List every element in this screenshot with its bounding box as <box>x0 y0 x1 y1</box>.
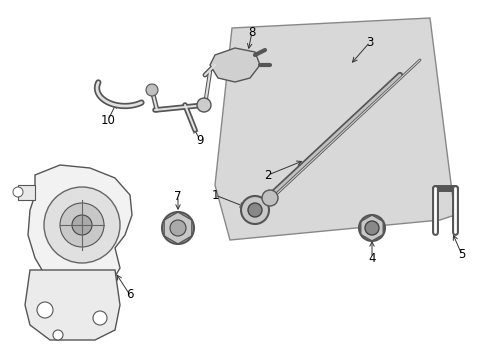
Text: 3: 3 <box>366 36 373 49</box>
Circle shape <box>364 221 378 235</box>
Circle shape <box>162 212 194 244</box>
Circle shape <box>262 190 278 206</box>
Circle shape <box>93 311 107 325</box>
Polygon shape <box>25 270 120 340</box>
Circle shape <box>197 98 210 112</box>
Circle shape <box>13 187 23 197</box>
Circle shape <box>44 187 120 263</box>
Circle shape <box>37 302 53 318</box>
Text: 5: 5 <box>457 248 465 261</box>
Circle shape <box>53 330 63 340</box>
Polygon shape <box>18 185 35 200</box>
Text: 2: 2 <box>264 168 271 181</box>
Circle shape <box>247 203 262 217</box>
Circle shape <box>60 203 104 247</box>
Text: 8: 8 <box>248 26 255 39</box>
Text: 4: 4 <box>367 252 375 265</box>
Polygon shape <box>28 165 132 290</box>
Text: 10: 10 <box>101 113 115 126</box>
Circle shape <box>170 220 185 236</box>
Text: 7: 7 <box>174 189 182 202</box>
Polygon shape <box>209 48 260 82</box>
Circle shape <box>358 215 384 241</box>
Text: 1: 1 <box>211 189 218 202</box>
Text: 9: 9 <box>196 134 203 147</box>
Polygon shape <box>215 18 454 240</box>
Circle shape <box>146 84 158 96</box>
Text: 6: 6 <box>126 288 134 302</box>
Circle shape <box>72 215 92 235</box>
Circle shape <box>241 196 268 224</box>
